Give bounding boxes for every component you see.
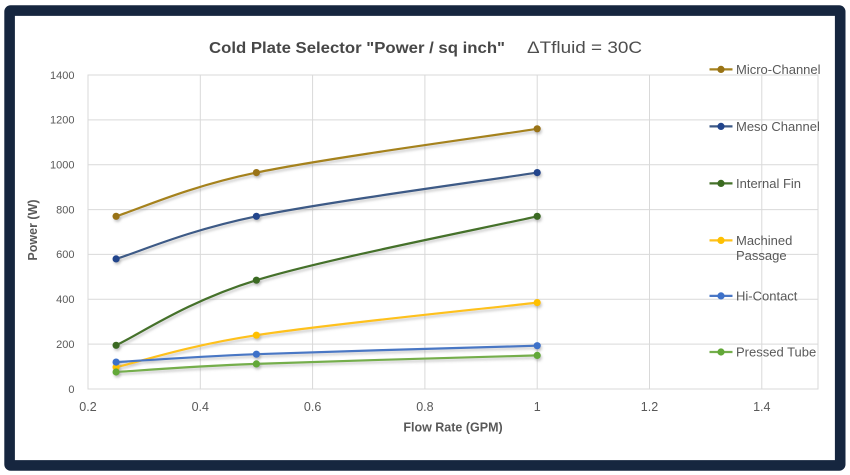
- svg-text:Passage: Passage: [736, 248, 787, 263]
- svg-text:1200: 1200: [50, 115, 74, 127]
- svg-text:1.4: 1.4: [753, 400, 770, 414]
- svg-text:Machined: Machined: [736, 233, 792, 248]
- svg-text:1400: 1400: [50, 70, 74, 82]
- svg-text:600: 600: [56, 249, 74, 261]
- svg-text:Flow Rate (GPM): Flow Rate (GPM): [403, 421, 502, 435]
- svg-text:1.2: 1.2: [641, 400, 658, 414]
- svg-text:0: 0: [68, 384, 74, 396]
- svg-text:200: 200: [56, 339, 74, 351]
- svg-text:0.2: 0.2: [79, 400, 96, 414]
- svg-text:400: 400: [56, 294, 74, 306]
- svg-text:1: 1: [534, 400, 541, 414]
- svg-text:0.4: 0.4: [192, 400, 209, 414]
- svg-text:0.6: 0.6: [304, 400, 321, 414]
- svg-text:Internal Fin: Internal Fin: [736, 176, 801, 191]
- svg-text:0.8: 0.8: [416, 400, 433, 414]
- svg-text:1000: 1000: [50, 160, 74, 172]
- svg-text:Meso Channel: Meso Channel: [736, 119, 820, 134]
- svg-text:Hi-Contact: Hi-Contact: [736, 288, 798, 303]
- svg-text:Pressed Tube: Pressed Tube: [736, 345, 816, 360]
- svg-text:Micro-Channel: Micro-Channel: [736, 62, 821, 77]
- svg-text:Power (W): Power (W): [26, 199, 40, 260]
- svg-text:800: 800: [56, 204, 74, 216]
- svg-text:Cold Plate Selector "Power /: Cold Plate Selector "Power / sq inch": [209, 40, 505, 57]
- svg-text:ΔTfluid = 30C: ΔTfluid = 30C: [527, 39, 642, 57]
